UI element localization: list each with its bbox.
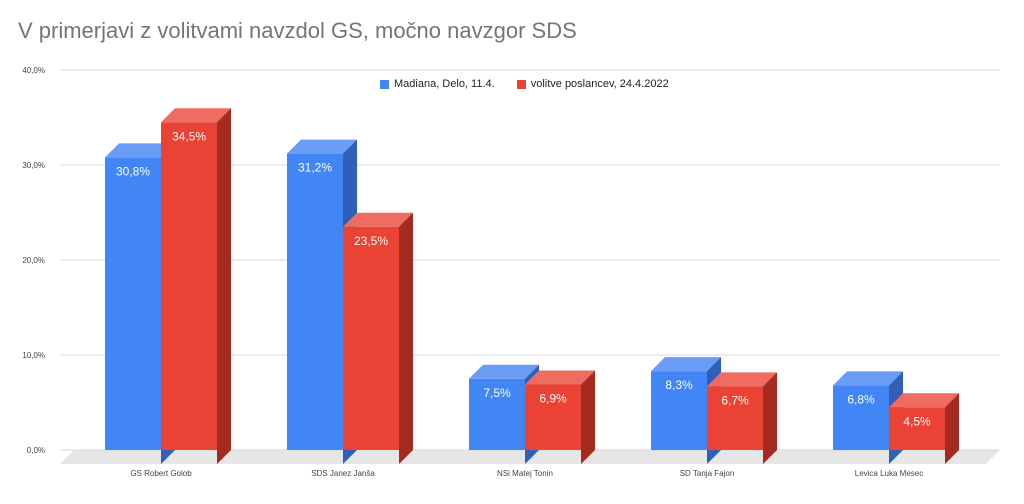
legend-item-series-1[interactable]: Madiana, Delo, 11.4. — [380, 78, 495, 90]
y-tick-label: 30,0% — [22, 161, 45, 170]
bar-front — [833, 385, 889, 450]
legend: Madiana, Delo, 11.4. volitve poslancev, … — [380, 78, 669, 90]
bar-front — [651, 371, 707, 450]
bar-front — [889, 407, 945, 450]
bar[interactable]: 30,8% — [105, 143, 175, 464]
data-label: 6,8% — [847, 392, 875, 406]
bar-top — [287, 139, 357, 154]
bar-front — [287, 153, 343, 450]
bar-front — [469, 378, 525, 450]
data-label: 6,9% — [539, 391, 567, 405]
legend-label-series-2: volitve poslancev, 24.4.2022 — [530, 78, 669, 90]
data-label: 31,2% — [298, 161, 332, 175]
bar-side — [217, 108, 231, 464]
legend-item-series-2[interactable]: volitve poslancev, 24.4.2022 — [516, 78, 669, 90]
data-label: 4,5% — [903, 414, 931, 428]
bar-front — [105, 157, 161, 450]
legend-swatch-series-1 — [380, 79, 389, 89]
bar[interactable]: 23,5% — [343, 212, 413, 464]
legend-swatch-series-2 — [516, 79, 526, 89]
data-label: 7,5% — [483, 386, 511, 400]
bar-top — [889, 393, 959, 408]
y-tick-label: 20,0% — [22, 256, 45, 265]
x-axis-ticks: GS Robert Golob SDS Janez Janša NSi Matej … — [130, 469, 923, 478]
bar-side — [581, 370, 595, 464]
data-label: 6,7% — [721, 393, 749, 407]
chart-title: V primerjavi z volitvami navzdol GS, moč… — [18, 18, 577, 43]
data-label: 34,5% — [172, 129, 206, 143]
bars: 30,8% 34,5% 31,2% 23,5% 7,5% 6,9% 8,3% 6,7% 6,8%… — [105, 108, 959, 464]
bar-top — [343, 212, 413, 227]
x-tick-label: Levica Luka Mesec — [855, 469, 923, 478]
data-label: 8,3% — [665, 378, 693, 392]
bar-top — [105, 143, 175, 158]
x-tick-label: SD Tanja Fajon — [680, 469, 735, 478]
legend-label-series-1: Madiana, Delo, 11.4. — [394, 78, 495, 90]
bar[interactable]: 4,5% — [889, 393, 959, 464]
data-label: 30,8% — [116, 164, 150, 178]
y-tick-label: 0,0% — [27, 446, 45, 455]
bar-top — [707, 372, 777, 387]
bar-top — [651, 357, 721, 372]
bar[interactable]: 6,7% — [707, 372, 777, 464]
bar-side — [945, 393, 959, 464]
bar-top — [161, 108, 231, 123]
y-tick-label: 10,0% — [22, 351, 45, 360]
bar-top — [833, 371, 903, 386]
y-tick-label: 40,0% — [22, 66, 45, 75]
bar-front — [525, 384, 581, 450]
bar[interactable]: 6,8% — [833, 371, 903, 464]
bar-front — [161, 122, 217, 450]
bar-top — [525, 370, 595, 385]
y-axis-ticks: 0,0% 10,0% 20,0% 30,0% 40,0% — [22, 66, 45, 455]
bar-top — [469, 364, 539, 379]
x-tick-label: SDS Janez Janša — [311, 469, 375, 478]
bar-front — [343, 226, 399, 450]
bar[interactable]: 34,5% — [161, 108, 231, 464]
bar-side — [399, 212, 413, 464]
x-tick-label: NSi Matej Tonin — [497, 469, 553, 478]
bar-side — [763, 372, 777, 464]
bar-front — [707, 386, 763, 450]
x-tick-label: GS Robert Golob — [130, 469, 192, 478]
bar[interactable]: 6,9% — [525, 370, 595, 464]
data-label: 23,5% — [354, 234, 388, 248]
